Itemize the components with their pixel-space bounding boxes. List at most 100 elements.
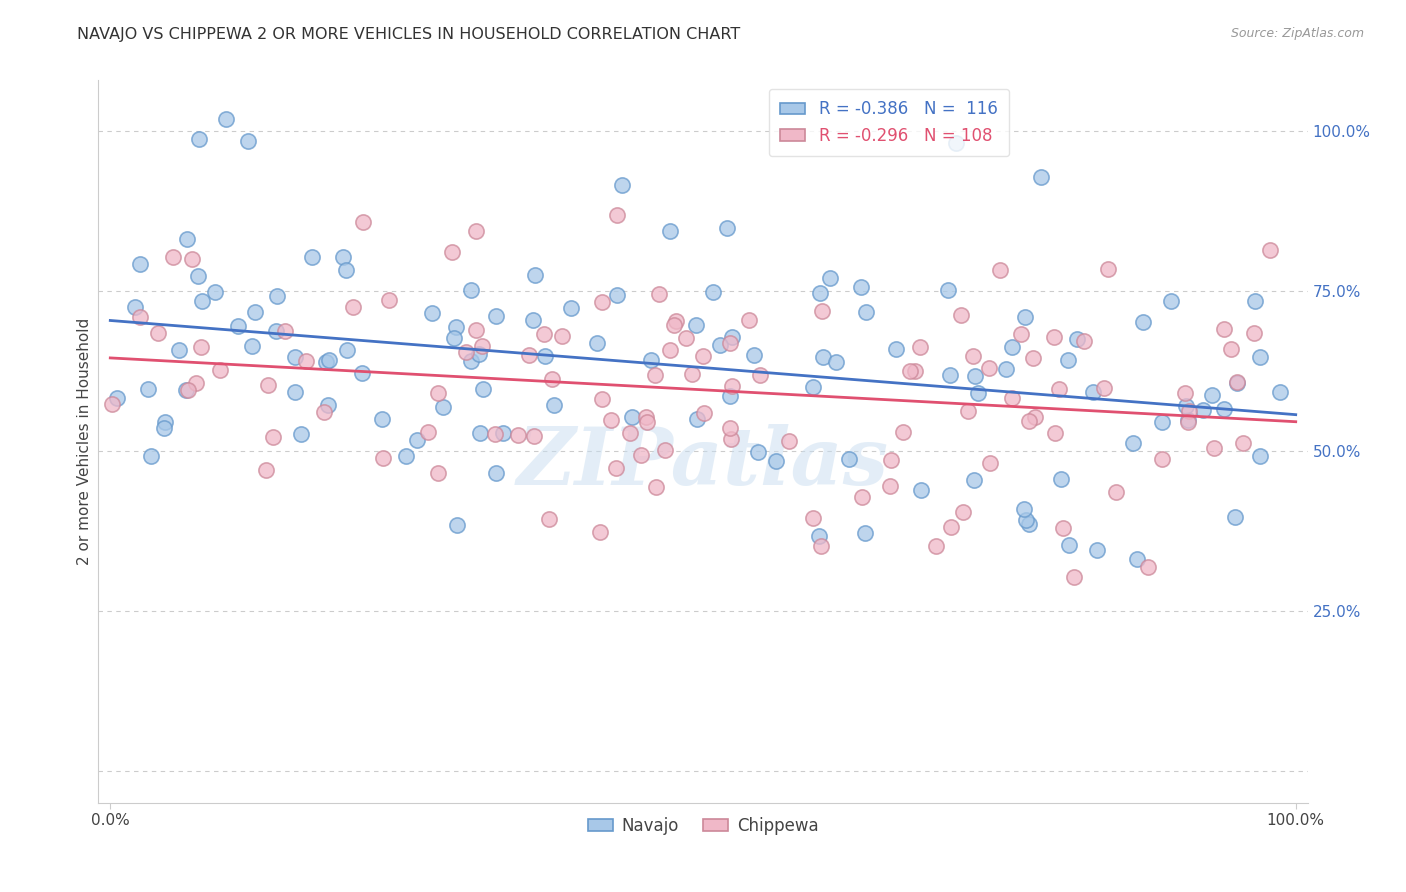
Point xyxy=(1213,401,1236,416)
Point xyxy=(177,383,200,397)
Point xyxy=(945,136,967,151)
Point xyxy=(589,525,612,540)
Point xyxy=(1014,310,1036,324)
Point xyxy=(465,323,488,337)
Point xyxy=(977,361,1000,376)
Point xyxy=(1043,426,1066,441)
Point xyxy=(420,306,443,320)
Point xyxy=(1001,340,1024,354)
Point xyxy=(910,483,932,497)
Point xyxy=(273,324,295,338)
Legend: Navajo, Chippewa: Navajo, Chippewa xyxy=(581,810,825,841)
Point xyxy=(849,280,872,294)
Point xyxy=(226,319,249,334)
Point xyxy=(749,368,772,383)
Point xyxy=(101,397,124,411)
Point xyxy=(606,287,628,301)
Point xyxy=(190,293,212,308)
Point xyxy=(1047,383,1070,397)
Point xyxy=(693,406,716,420)
Point xyxy=(352,215,374,229)
Point xyxy=(801,380,824,394)
Point xyxy=(675,331,697,345)
Point xyxy=(1011,326,1033,341)
Point xyxy=(551,328,574,343)
Point xyxy=(468,426,491,441)
Point xyxy=(1092,381,1115,395)
Point xyxy=(742,348,765,362)
Point xyxy=(533,349,555,363)
Point xyxy=(533,327,555,342)
Point xyxy=(560,301,582,315)
Point xyxy=(664,318,686,332)
Point xyxy=(373,451,395,466)
Point xyxy=(808,529,831,543)
Point xyxy=(718,389,741,403)
Point xyxy=(174,384,197,398)
Point xyxy=(243,305,266,319)
Point xyxy=(257,378,280,392)
Point xyxy=(315,354,337,368)
Point xyxy=(1175,399,1198,413)
Point xyxy=(284,350,307,364)
Point xyxy=(1105,484,1128,499)
Point xyxy=(136,382,159,396)
Point xyxy=(1057,538,1080,552)
Point xyxy=(778,434,800,448)
Point xyxy=(1012,501,1035,516)
Point xyxy=(1029,170,1052,185)
Point xyxy=(716,221,738,235)
Point xyxy=(1097,262,1119,277)
Point xyxy=(811,303,834,318)
Point xyxy=(266,289,288,303)
Point xyxy=(264,324,287,338)
Point xyxy=(938,368,960,382)
Point xyxy=(190,340,212,354)
Point xyxy=(1243,326,1265,340)
Point xyxy=(440,245,463,260)
Point xyxy=(659,224,682,238)
Point xyxy=(606,208,628,222)
Point xyxy=(591,392,613,406)
Point xyxy=(619,426,641,441)
Point xyxy=(686,411,709,425)
Point xyxy=(1052,521,1074,535)
Point xyxy=(1201,388,1223,402)
Point xyxy=(1063,570,1085,584)
Point xyxy=(395,449,418,463)
Point xyxy=(187,268,209,283)
Point xyxy=(1022,351,1045,366)
Point xyxy=(460,283,482,297)
Point xyxy=(879,478,901,492)
Point xyxy=(949,308,972,322)
Point xyxy=(718,335,741,350)
Point xyxy=(640,353,662,368)
Point xyxy=(204,285,226,300)
Point xyxy=(811,350,834,364)
Point xyxy=(176,232,198,246)
Point xyxy=(853,525,876,540)
Point xyxy=(181,252,204,267)
Point xyxy=(880,452,903,467)
Point xyxy=(128,310,150,325)
Point xyxy=(1085,542,1108,557)
Point xyxy=(538,512,561,526)
Point xyxy=(491,425,513,440)
Point xyxy=(208,363,231,377)
Point xyxy=(236,135,259,149)
Point xyxy=(1174,386,1197,401)
Point xyxy=(332,251,354,265)
Point xyxy=(963,473,986,487)
Point xyxy=(155,415,177,429)
Point xyxy=(240,339,263,353)
Text: ZIPatlas: ZIPatlas xyxy=(517,425,889,502)
Point xyxy=(301,250,323,264)
Point xyxy=(1226,376,1249,391)
Point xyxy=(129,257,152,271)
Point xyxy=(522,313,544,327)
Text: NAVAJO VS CHIPPEWA 2 OR MORE VEHICLES IN HOUSEHOLD CORRELATION CHART: NAVAJO VS CHIPPEWA 2 OR MORE VEHICLES IN… xyxy=(77,27,741,42)
Point xyxy=(1177,415,1199,429)
Point xyxy=(1160,293,1182,308)
Point xyxy=(810,539,832,553)
Point xyxy=(898,364,921,378)
